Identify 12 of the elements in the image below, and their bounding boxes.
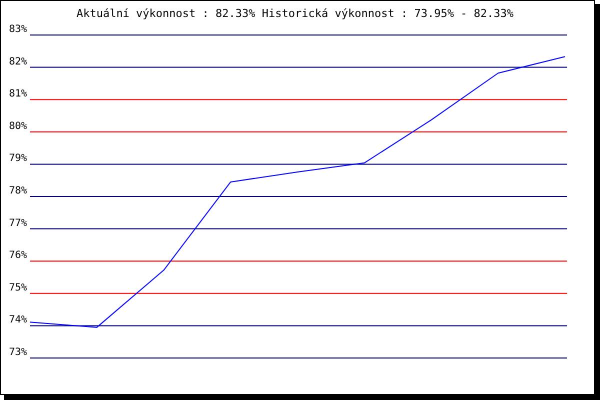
y-tick-label: 79% — [8, 153, 28, 164]
y-tick-label: 76% — [8, 250, 28, 262]
chart-title: Aktuální výkonnost : 82.33% Historická výkonnost : 73.95% - 82.33% — [76, 7, 514, 20]
y-tick-label: 73% — [8, 347, 28, 358]
y-tick-label: 83% — [8, 24, 28, 35]
y-tick-label: 78% — [8, 186, 28, 196]
y-tick-label: 75% — [8, 282, 28, 294]
y-tick-label: 82% — [8, 56, 28, 68]
y-tick-label: 77% — [8, 218, 28, 229]
y-tick-label: 81% — [8, 88, 28, 100]
y-tick-label: 74% — [8, 314, 28, 326]
y-tick-label: 80% — [8, 120, 28, 132]
